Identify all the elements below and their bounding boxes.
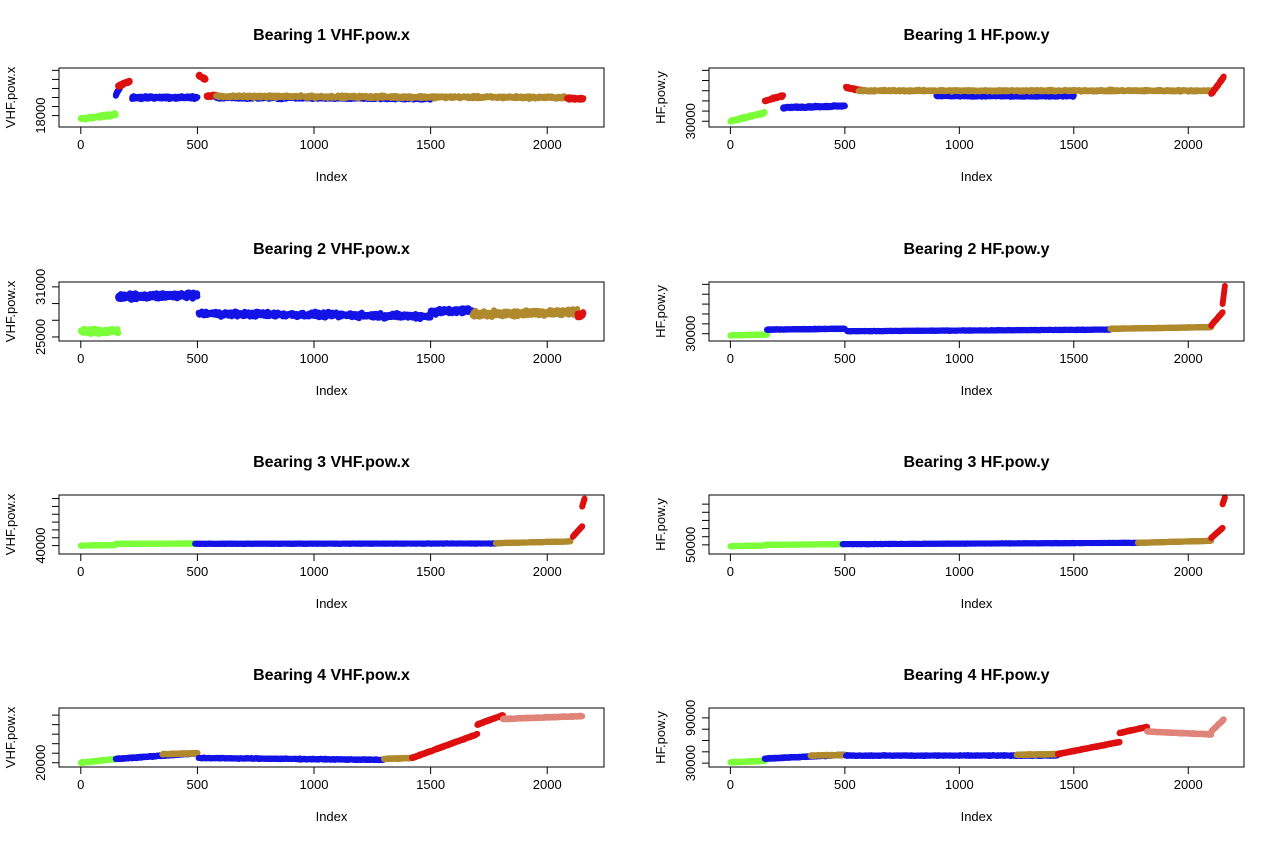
data-point [112, 111, 119, 118]
x-tick-label: 0 [77, 137, 84, 152]
panel-bearing-1-hf: Bearing 1 HF.pow.y 0 500 1000 1500 2000 Index 3… [653, 27, 1245, 184]
data-points [727, 73, 1227, 125]
x-tick-label: 1000 [945, 137, 974, 152]
y-tick-label: 18000 [33, 98, 48, 134]
data-point [202, 76, 209, 83]
y-tick-label: 30000 [683, 103, 698, 139]
data-point [1220, 73, 1227, 80]
chart-title: Bearing 1 VHF.pow.x [253, 27, 410, 44]
y-axis-label: HF.pow.y [653, 71, 668, 124]
data-point [841, 103, 848, 110]
x-axis-label: Index [316, 169, 348, 184]
x-tick-label: 500 [187, 137, 209, 152]
panel-bearing-1-vhf: Bearing 1 VHF.pow.x 0 500 1000 1500 2000 Index… [3, 27, 605, 184]
x-axis: 0 500 1000 1500 2000 [727, 127, 1203, 152]
data-point [780, 92, 787, 99]
chart-title: Bearing 2 VHF.pow.x [253, 241, 410, 258]
data-point [194, 94, 201, 101]
x-tick-label: 1500 [416, 137, 445, 152]
x-tick-label: 2000 [1174, 137, 1203, 152]
x-axis-label: Index [961, 169, 993, 184]
data-point [194, 293, 201, 300]
x-tick-label: 1000 [300, 137, 329, 152]
data-point [115, 330, 122, 337]
data-points [77, 289, 587, 337]
y-axis: 18000 [33, 69, 59, 134]
panel-bearing-2-vhf: Bearing 2 VHF.pow.x0 500 1000 1500 2000Index… [3, 241, 605, 398]
data-point [580, 95, 587, 102]
x-tick-label: 0 [727, 137, 734, 152]
data-point [126, 78, 133, 85]
data-points [77, 71, 587, 123]
x-tick-label: 2000 [533, 137, 562, 152]
chart-title: Bearing 1 HF.pow.y [903, 27, 1049, 44]
x-tick-label: 1500 [1059, 137, 1088, 152]
y-axis: 30000 [683, 69, 709, 139]
data-point [761, 109, 768, 116]
x-tick-label: 500 [834, 137, 856, 152]
x-axis: 0 500 1000 1500 2000 [77, 127, 562, 152]
y-axis-label: VHF.pow.x [3, 66, 18, 128]
